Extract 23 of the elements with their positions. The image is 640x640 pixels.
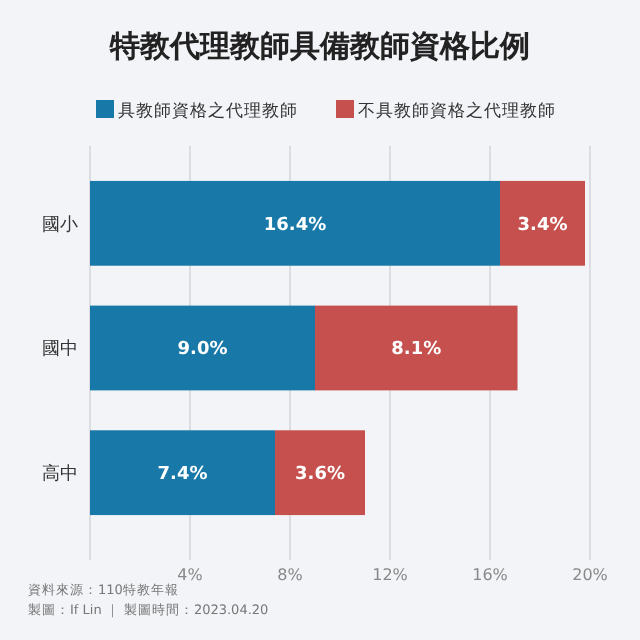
data-label: 9.0% [177, 340, 228, 361]
data-label: 8.1% [391, 340, 442, 361]
data-label: 7.4% [157, 464, 208, 485]
data-label: 3.6% [295, 464, 345, 485]
data-label: 3.4% [517, 215, 568, 236]
y-tick-label: 國中 [42, 338, 78, 361]
chart-title: 特教代理教師具備教師資格比例 [108, 28, 530, 64]
x-tick-label: 8% [277, 566, 304, 584]
x-tick-label: 4% [177, 566, 204, 584]
y-tick-label: 國小 [42, 213, 78, 236]
x-tick-label: 20% [572, 566, 609, 584]
bar [500, 180, 585, 266]
y-tick-label: 高中 [42, 462, 78, 485]
x-tick-label: 12% [372, 566, 409, 584]
legend-label: 具教師資格之代理教師 [118, 99, 298, 122]
bar [90, 305, 315, 391]
bar [275, 430, 365, 516]
bar [315, 305, 518, 391]
data-label: 16.4% [263, 215, 327, 236]
bar [90, 430, 275, 516]
legend-label: 不具教師資格之代理教師 [358, 99, 556, 122]
bar [90, 180, 500, 266]
x-tick-label: 16% [472, 566, 509, 584]
